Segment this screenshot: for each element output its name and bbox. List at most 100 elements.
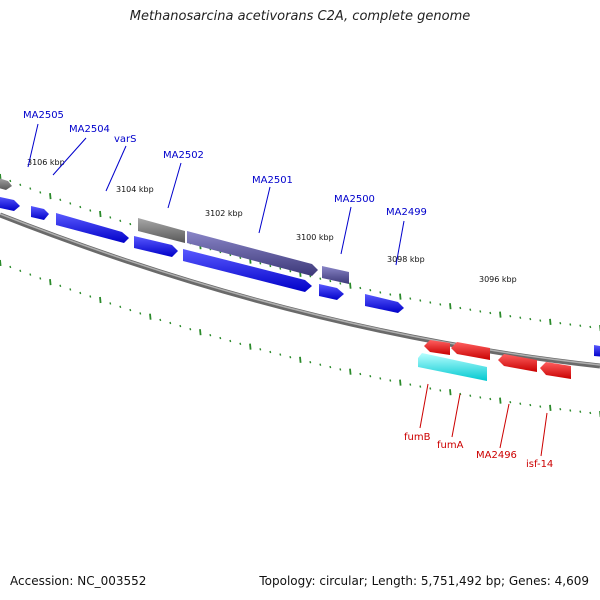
scale-tick bbox=[179, 324, 182, 328]
scale-tick bbox=[429, 387, 432, 390]
scale-tick bbox=[39, 277, 42, 280]
scale-tick bbox=[359, 286, 362, 290]
scale-tick bbox=[519, 402, 522, 405]
scale-tick bbox=[129, 222, 132, 226]
scale-tick bbox=[119, 305, 122, 309]
scale-tick bbox=[539, 405, 542, 408]
scale-tick bbox=[29, 187, 32, 190]
genome-backbone bbox=[0, 212, 600, 369]
scale-tick bbox=[479, 396, 482, 399]
scale-tick bbox=[29, 273, 32, 276]
scale-tick bbox=[449, 303, 452, 310]
genome-summary-text: Topology: circular; Length: 5,751,492 bp… bbox=[259, 574, 589, 588]
gene-arrow[interactable] bbox=[418, 353, 487, 381]
scale-tick bbox=[569, 409, 572, 412]
gene-arrow[interactable] bbox=[187, 231, 318, 276]
scale-tick bbox=[139, 312, 142, 315]
scale-tick bbox=[319, 363, 322, 366]
scale-tick bbox=[359, 372, 362, 376]
scale-tick bbox=[559, 321, 562, 325]
scale-tick bbox=[549, 404, 552, 411]
gene-label[interactable]: MA2504 bbox=[69, 124, 110, 135]
leader-line bbox=[105, 145, 127, 192]
leader-line bbox=[52, 137, 87, 176]
gene-label[interactable]: MA2505 bbox=[23, 110, 64, 121]
scale-tick bbox=[309, 274, 312, 278]
scale-tick bbox=[529, 317, 532, 321]
gene-arrow[interactable] bbox=[31, 206, 49, 220]
scale-tick bbox=[279, 267, 282, 270]
scale-tick bbox=[569, 323, 572, 326]
gene-arrow[interactable] bbox=[138, 218, 185, 243]
scale-tick bbox=[559, 407, 562, 411]
scale-tick bbox=[589, 411, 592, 415]
scale-tick bbox=[79, 291, 82, 295]
leader-line bbox=[419, 383, 429, 429]
scale-tick bbox=[59, 198, 62, 202]
scale-label: 3096 kbp bbox=[479, 275, 517, 284]
gene-arrow[interactable] bbox=[183, 249, 312, 292]
gene-label[interactable]: MA2502 bbox=[163, 150, 204, 161]
gene-arrow[interactable] bbox=[319, 284, 344, 300]
leader-line bbox=[451, 393, 461, 438]
gene-label[interactable]: MA2501 bbox=[252, 175, 293, 186]
gene-label[interactable]: fumA bbox=[437, 440, 464, 451]
gene-label[interactable]: MA2499 bbox=[386, 207, 427, 218]
scale-ticks-lower bbox=[0, 259, 600, 418]
scale-tick bbox=[19, 183, 22, 187]
scale-tick bbox=[109, 302, 112, 305]
genome-backbone-highlight bbox=[0, 213, 600, 366]
scale-tick bbox=[439, 303, 442, 306]
scale-tick bbox=[39, 191, 42, 194]
scale-tick bbox=[319, 277, 322, 280]
gene-arrow[interactable] bbox=[134, 236, 178, 257]
scale-tick bbox=[519, 316, 522, 319]
scale-tick bbox=[589, 325, 592, 329]
scale-tick bbox=[509, 314, 512, 318]
gene-arrow[interactable] bbox=[540, 362, 571, 379]
gene-arrow[interactable] bbox=[424, 340, 450, 355]
scale-tick bbox=[199, 329, 202, 336]
gene-arrow[interactable] bbox=[0, 196, 20, 211]
scale-tick bbox=[259, 348, 262, 351]
scale-tick bbox=[499, 397, 502, 404]
scale-tick bbox=[449, 389, 452, 396]
gene-arrow[interactable] bbox=[0, 177, 12, 190]
scale-tick bbox=[579, 410, 582, 413]
scale-tick bbox=[369, 374, 372, 378]
leader-line bbox=[499, 403, 510, 449]
gene-arrow[interactable] bbox=[594, 345, 600, 357]
map-title: Methanosarcina acetivorans C2A, complete… bbox=[129, 9, 471, 24]
scale-tick bbox=[9, 265, 12, 269]
reverse-genes bbox=[418, 340, 571, 381]
scale-tick bbox=[469, 308, 472, 311]
gene-labels-bottom: fumB fumA MA2496 isf-14 bbox=[404, 432, 553, 470]
scale-tick bbox=[439, 389, 442, 392]
scale-tick bbox=[509, 400, 512, 404]
gene-arrow[interactable] bbox=[322, 266, 349, 284]
gene-arrow[interactable] bbox=[56, 213, 129, 243]
gene-arrow[interactable] bbox=[498, 354, 537, 372]
gene-label[interactable]: MA2500 bbox=[334, 194, 375, 205]
gene-arrow[interactable] bbox=[365, 294, 404, 313]
scale-tick bbox=[459, 306, 462, 310]
leader-line bbox=[540, 412, 548, 457]
gene-arrow[interactable] bbox=[451, 342, 490, 360]
scale-ticks-upper bbox=[0, 173, 600, 332]
scale-tick bbox=[329, 365, 332, 369]
scale-tick bbox=[489, 311, 492, 315]
scale-tick bbox=[379, 291, 382, 294]
gene-label[interactable]: fumB bbox=[404, 432, 431, 443]
scale-tick bbox=[419, 299, 422, 302]
scale-tick bbox=[129, 308, 132, 312]
gene-label[interactable]: isf-14 bbox=[526, 459, 553, 470]
scale-tick bbox=[89, 295, 92, 298]
scale-tick bbox=[99, 210, 102, 218]
scale-tick bbox=[219, 336, 222, 340]
scale-tick bbox=[59, 284, 62, 288]
gene-label[interactable]: MA2496 bbox=[476, 450, 517, 461]
gene-label[interactable]: varS bbox=[114, 134, 137, 145]
scale-tick bbox=[149, 313, 152, 320]
